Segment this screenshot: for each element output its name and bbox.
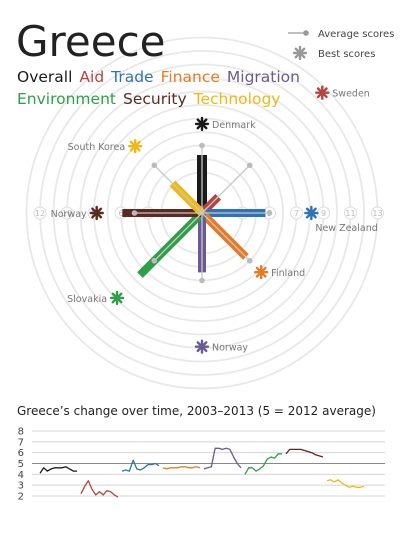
component-name: Trade <box>110 68 153 86</box>
ring-label: 10 <box>62 209 72 218</box>
ring-label-badge <box>371 206 384 220</box>
ring-label-badge <box>33 206 47 220</box>
component-name: Technology <box>193 90 281 108</box>
best-score-asterisk <box>253 264 269 280</box>
y-tick-label: 2 <box>18 492 24 503</box>
radial-chart: Denmark Sweden New Zealand Finland Norway Slo… <box>51 85 378 354</box>
average-dot <box>131 210 138 216</box>
asterisk-stroke <box>294 47 306 59</box>
asterisk-stroke <box>111 292 123 304</box>
history-line <box>39 466 77 474</box>
y-tick-label: 7 <box>18 437 24 448</box>
best-score-asterisk <box>194 116 210 132</box>
history-line <box>203 447 242 470</box>
best-country-label: Sweden <box>332 89 370 100</box>
best-score-asterisk <box>194 339 210 354</box>
y-tick-label: 5 <box>18 459 24 470</box>
component-legend: Overall Aid Trade Finance Migration <box>17 68 300 86</box>
asterisk-stroke <box>255 266 267 278</box>
radial-grid: 345678910111213 <box>25 36 384 390</box>
best-score-asterisk <box>315 85 330 100</box>
history-line <box>162 466 201 470</box>
component-name: Environment <box>17 90 116 108</box>
average-line <box>153 212 203 262</box>
best-country-label: South Korea <box>68 142 126 153</box>
history-line <box>285 448 324 458</box>
y-tick-label: 6 <box>18 448 24 459</box>
history-line <box>121 459 160 472</box>
component-name: Finance <box>161 68 220 86</box>
ring-label: 12 <box>35 209 45 218</box>
asterisk-stroke <box>316 87 328 99</box>
ring-label: 9 <box>321 209 326 218</box>
ring-label: 13 <box>372 209 382 218</box>
ring-label: 11 <box>345 209 355 218</box>
history-line <box>244 453 282 475</box>
line-chart-title: Greece’s change over time, 2003–2013 (5 … <box>17 404 376 418</box>
average-line <box>153 164 203 214</box>
average-dot <box>246 162 253 169</box>
component-name: Aid <box>79 68 104 86</box>
component-legend: Environment Security Technology <box>17 90 280 108</box>
average-line <box>201 164 251 214</box>
best-score-asterisk <box>109 290 125 306</box>
history-line <box>80 480 119 498</box>
history-line <box>326 479 365 488</box>
average-dot <box>266 210 273 216</box>
best-country-label: New Zealand <box>315 223 377 234</box>
average-dot <box>199 277 205 284</box>
asterisk-stroke <box>305 207 317 219</box>
average-dot <box>246 257 253 264</box>
ring-label-badge <box>344 206 357 220</box>
average-line <box>201 212 251 262</box>
legend-asterisk <box>292 45 308 61</box>
best-score-asterisk <box>304 205 319 221</box>
legend-label: Average scores <box>318 29 394 40</box>
asterisk-stroke <box>196 341 208 353</box>
average-dot <box>199 142 205 149</box>
best-country-label: Norway <box>51 209 87 220</box>
average-dot <box>151 257 158 264</box>
component-name: Overall <box>17 68 72 86</box>
ring-label: 7 <box>294 209 299 218</box>
y-tick-label: 8 <box>18 427 24 438</box>
y-tick-label: 3 <box>18 481 24 492</box>
legend-average-dot <box>303 30 309 36</box>
best-country-label: Norway <box>212 343 248 354</box>
ring-label-badge <box>60 206 74 220</box>
y-tick-label: 4 <box>18 470 24 481</box>
ring-label: 6 <box>118 209 123 218</box>
ring-label-badge <box>290 206 303 220</box>
asterisk-stroke <box>196 118 208 130</box>
best-country-label: Denmark <box>212 120 256 131</box>
best-score-asterisk <box>292 45 308 61</box>
legend-label: Best scores <box>318 49 375 60</box>
best-country-label: Finland <box>271 268 305 279</box>
average-dot <box>151 162 158 169</box>
best-score-asterisk <box>127 138 143 154</box>
component-name: Security <box>123 90 187 108</box>
best-country-label: Slovakia <box>67 294 107 305</box>
best-score-asterisk <box>89 205 104 221</box>
page-title: Greece <box>16 17 166 66</box>
component-name: Migration <box>227 68 300 86</box>
asterisk-stroke <box>91 207 103 219</box>
asterisk-stroke <box>129 140 141 152</box>
